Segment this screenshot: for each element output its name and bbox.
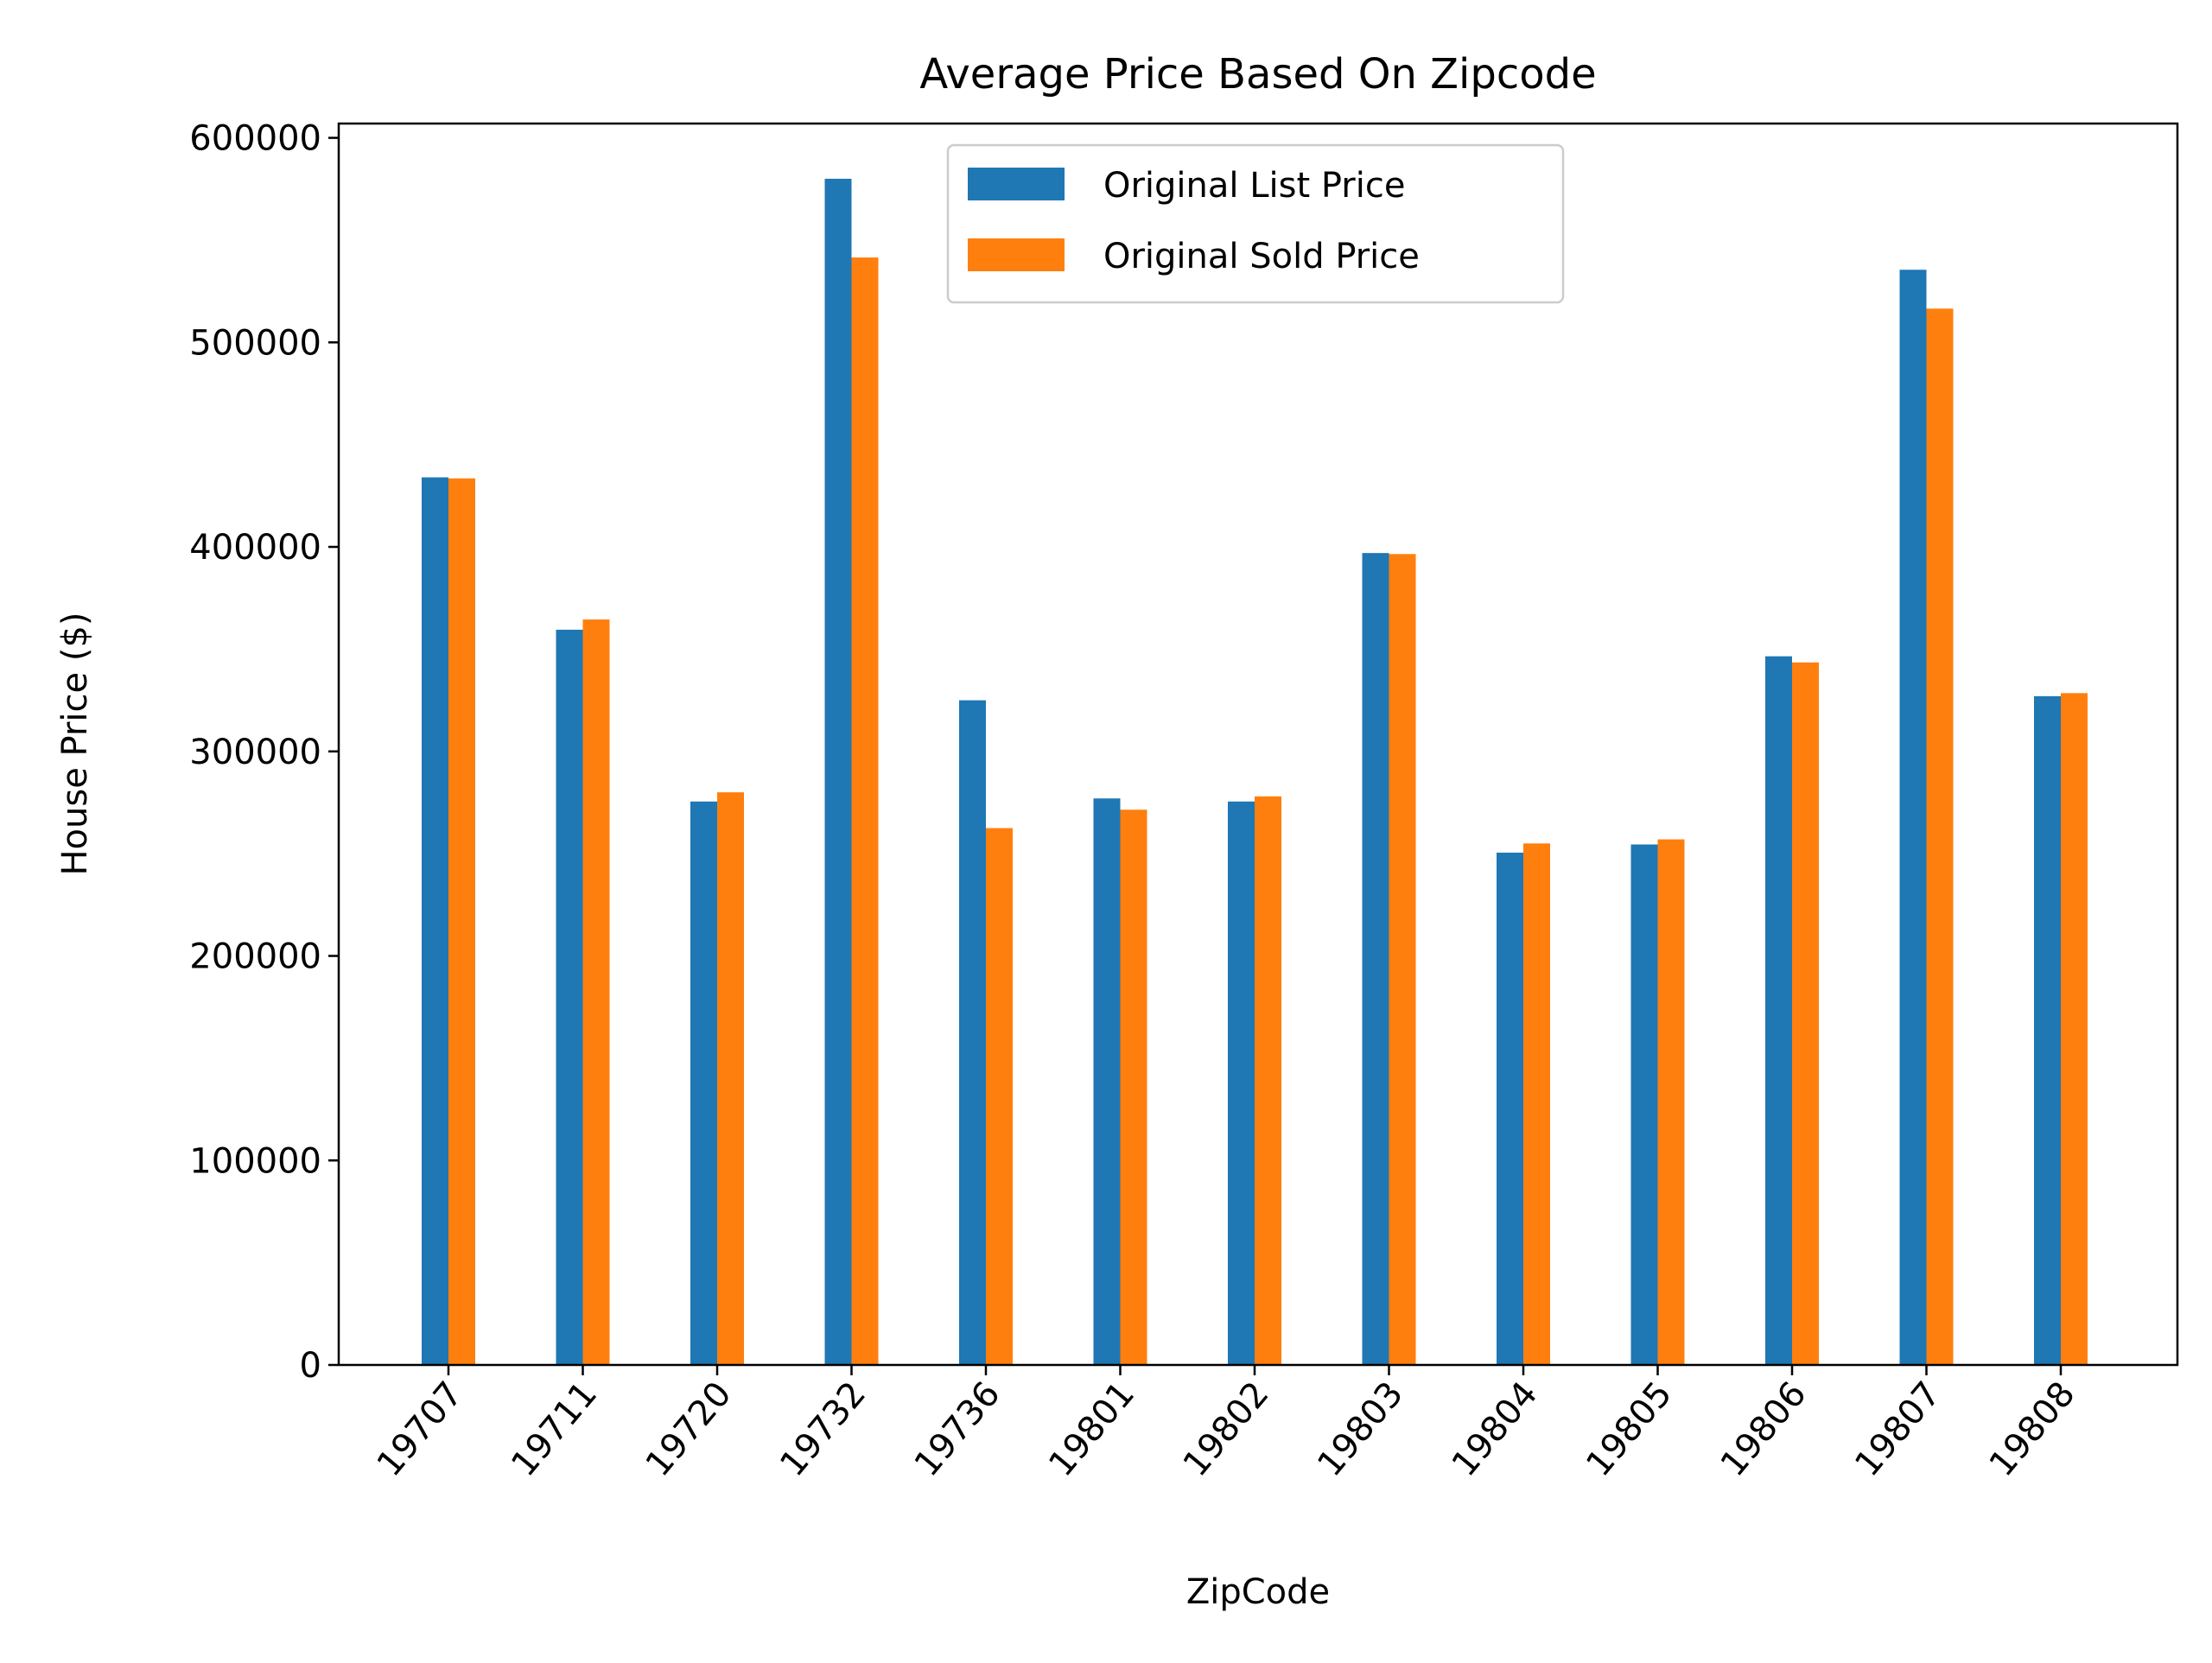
- bar-list-19802: [1228, 801, 1255, 1365]
- y-tick-label: 200000: [189, 937, 321, 977]
- bar-sold-19707: [448, 478, 475, 1366]
- bar-sold-19720: [717, 792, 744, 1365]
- bar-sold-19806: [1792, 662, 1819, 1365]
- legend-label-list: Original List Price: [1103, 166, 1405, 206]
- x-axis-label: ZipCode: [1186, 1572, 1330, 1612]
- bar-list-19720: [690, 801, 717, 1365]
- bar-list-19736: [959, 700, 986, 1365]
- bar-list-19806: [1765, 656, 1792, 1365]
- bar-list-19711: [556, 629, 583, 1365]
- bar-sold-19807: [1926, 308, 1954, 1366]
- chart-title: Average Price Based On Zipcode: [919, 50, 1596, 98]
- y-tick-label: 400000: [189, 528, 321, 568]
- bar-sold-19805: [1657, 839, 1685, 1365]
- bar-list-19803: [1362, 553, 1389, 1365]
- bar-list-19801: [1093, 798, 1121, 1365]
- bar-list-19804: [1497, 852, 1523, 1365]
- legend-swatch-sold: [968, 238, 1065, 271]
- y-tick-label: 0: [300, 1346, 321, 1386]
- legend-label-sold: Original Sold Price: [1103, 237, 1420, 276]
- bar-sold-19801: [1120, 809, 1147, 1365]
- y-axis-label: House Price ($): [55, 612, 95, 875]
- y-tick-label: 500000: [189, 323, 321, 363]
- bar-sold-19802: [1255, 796, 1281, 1365]
- bar-sold-19804: [1523, 843, 1550, 1365]
- y-tick-label: 100000: [189, 1141, 321, 1181]
- bar-sold-19736: [986, 828, 1013, 1365]
- bar-sold-19732: [851, 257, 879, 1365]
- legend: Original List Price Original Sold Price: [946, 143, 1565, 304]
- bar-list-19807: [1899, 270, 1927, 1365]
- bar-list-19808: [2034, 695, 2061, 1365]
- y-tick-label: 300000: [189, 733, 321, 772]
- y-axis: 0 100000 200000 300000 400000 500000 600000: [189, 119, 339, 1386]
- bar-sold-19808: [2061, 693, 2088, 1365]
- legend-swatch-list: [968, 168, 1065, 200]
- bar-sold-19803: [1389, 554, 1416, 1365]
- bar-list-19707: [422, 477, 448, 1365]
- bar-list-19732: [824, 178, 852, 1365]
- plot-frame: [337, 122, 2179, 1367]
- bars: [422, 178, 2088, 1366]
- y-tick-label: 600000: [189, 119, 321, 159]
- legend-box: [946, 143, 1565, 304]
- bar-list-19805: [1630, 844, 1658, 1365]
- bar-sold-19711: [582, 619, 610, 1365]
